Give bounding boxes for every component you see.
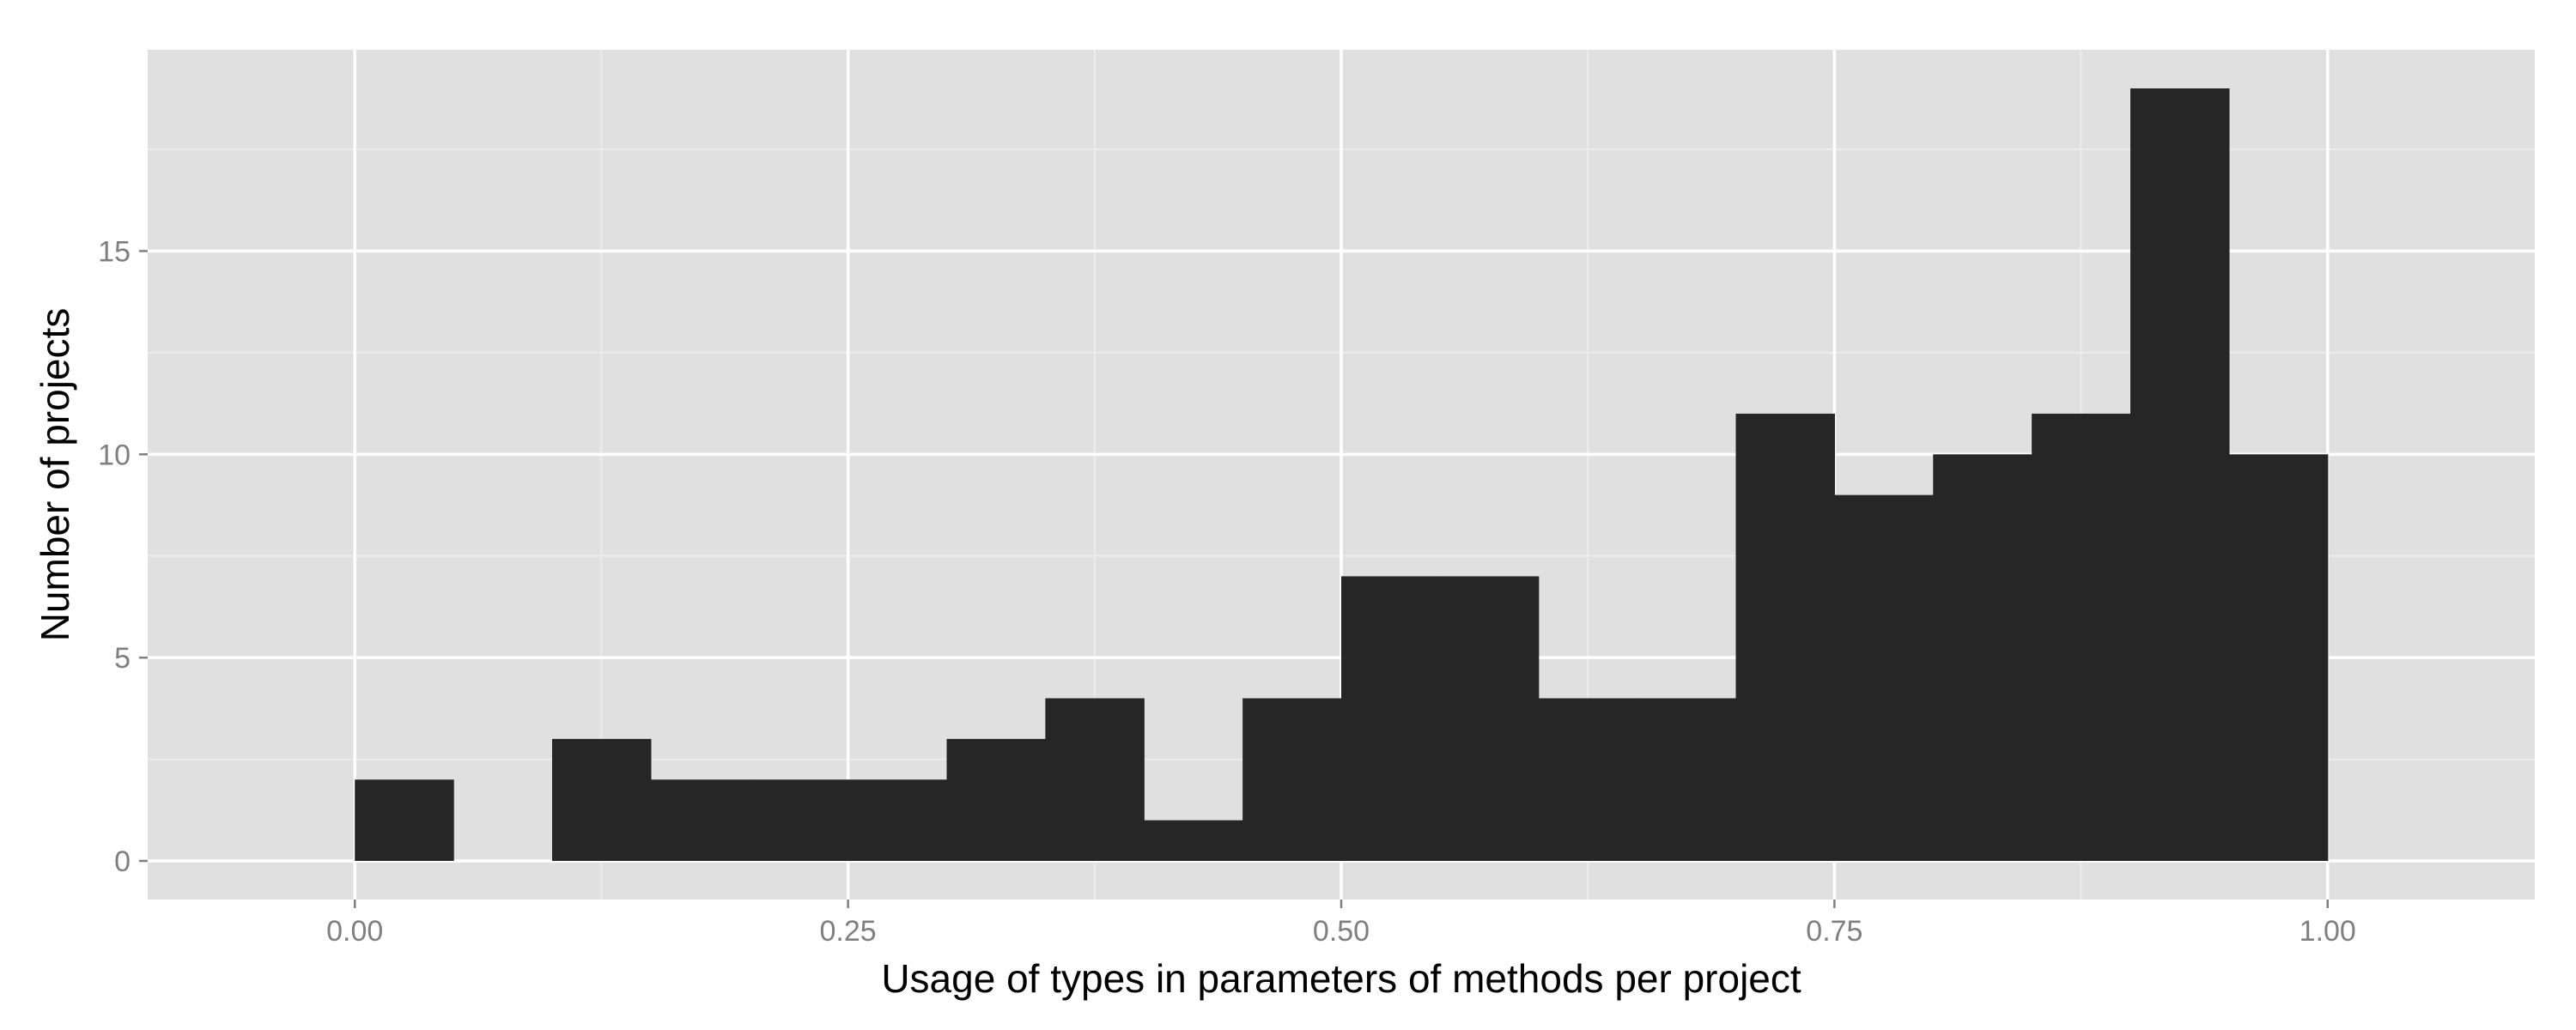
histogram-bar <box>1144 820 1243 861</box>
histogram-bar <box>2032 413 2131 861</box>
x-tick-label: 0.00 <box>326 915 383 948</box>
histogram-bar <box>1242 698 1342 861</box>
histogram-bars <box>355 88 2329 861</box>
y-tick-label: 5 <box>114 642 131 675</box>
y-tick-label: 10 <box>98 439 131 471</box>
histogram-bar <box>2228 454 2329 861</box>
histogram-bar <box>1538 698 1638 861</box>
x-tick-label: 0.75 <box>1806 915 1862 948</box>
histogram-bar <box>1637 698 1737 861</box>
histogram-bar <box>2130 88 2230 861</box>
x-tick-label: 0.50 <box>1313 915 1370 948</box>
histogram-bar <box>1933 454 2032 861</box>
y-tick-label: 15 <box>98 235 131 268</box>
x-tick-label: 0.25 <box>820 915 877 948</box>
histogram-bar <box>650 779 750 861</box>
y-axis-ticks: 0 5 10 15 <box>98 235 148 878</box>
histogram-bar <box>848 779 948 861</box>
x-axis-ticks: 0.00 0.25 0.50 0.75 1.00 <box>326 900 2356 948</box>
histogram-bar <box>749 779 849 861</box>
x-axis-title: Usage of types in parameters of methods … <box>881 956 1801 1001</box>
histogram-bar <box>1341 576 1441 861</box>
histogram-bar <box>946 738 1046 861</box>
histogram-bar <box>551 738 652 861</box>
y-tick-label: 0 <box>114 845 131 878</box>
histogram-bar <box>1045 698 1145 861</box>
histogram-bar <box>355 779 454 861</box>
histogram-bar <box>1735 413 1835 861</box>
x-tick-label: 1.00 <box>2300 915 2356 948</box>
y-axis-title: Number of projects <box>33 308 77 642</box>
histogram-bar <box>1834 494 1934 861</box>
histogram-bar <box>1439 576 1540 861</box>
